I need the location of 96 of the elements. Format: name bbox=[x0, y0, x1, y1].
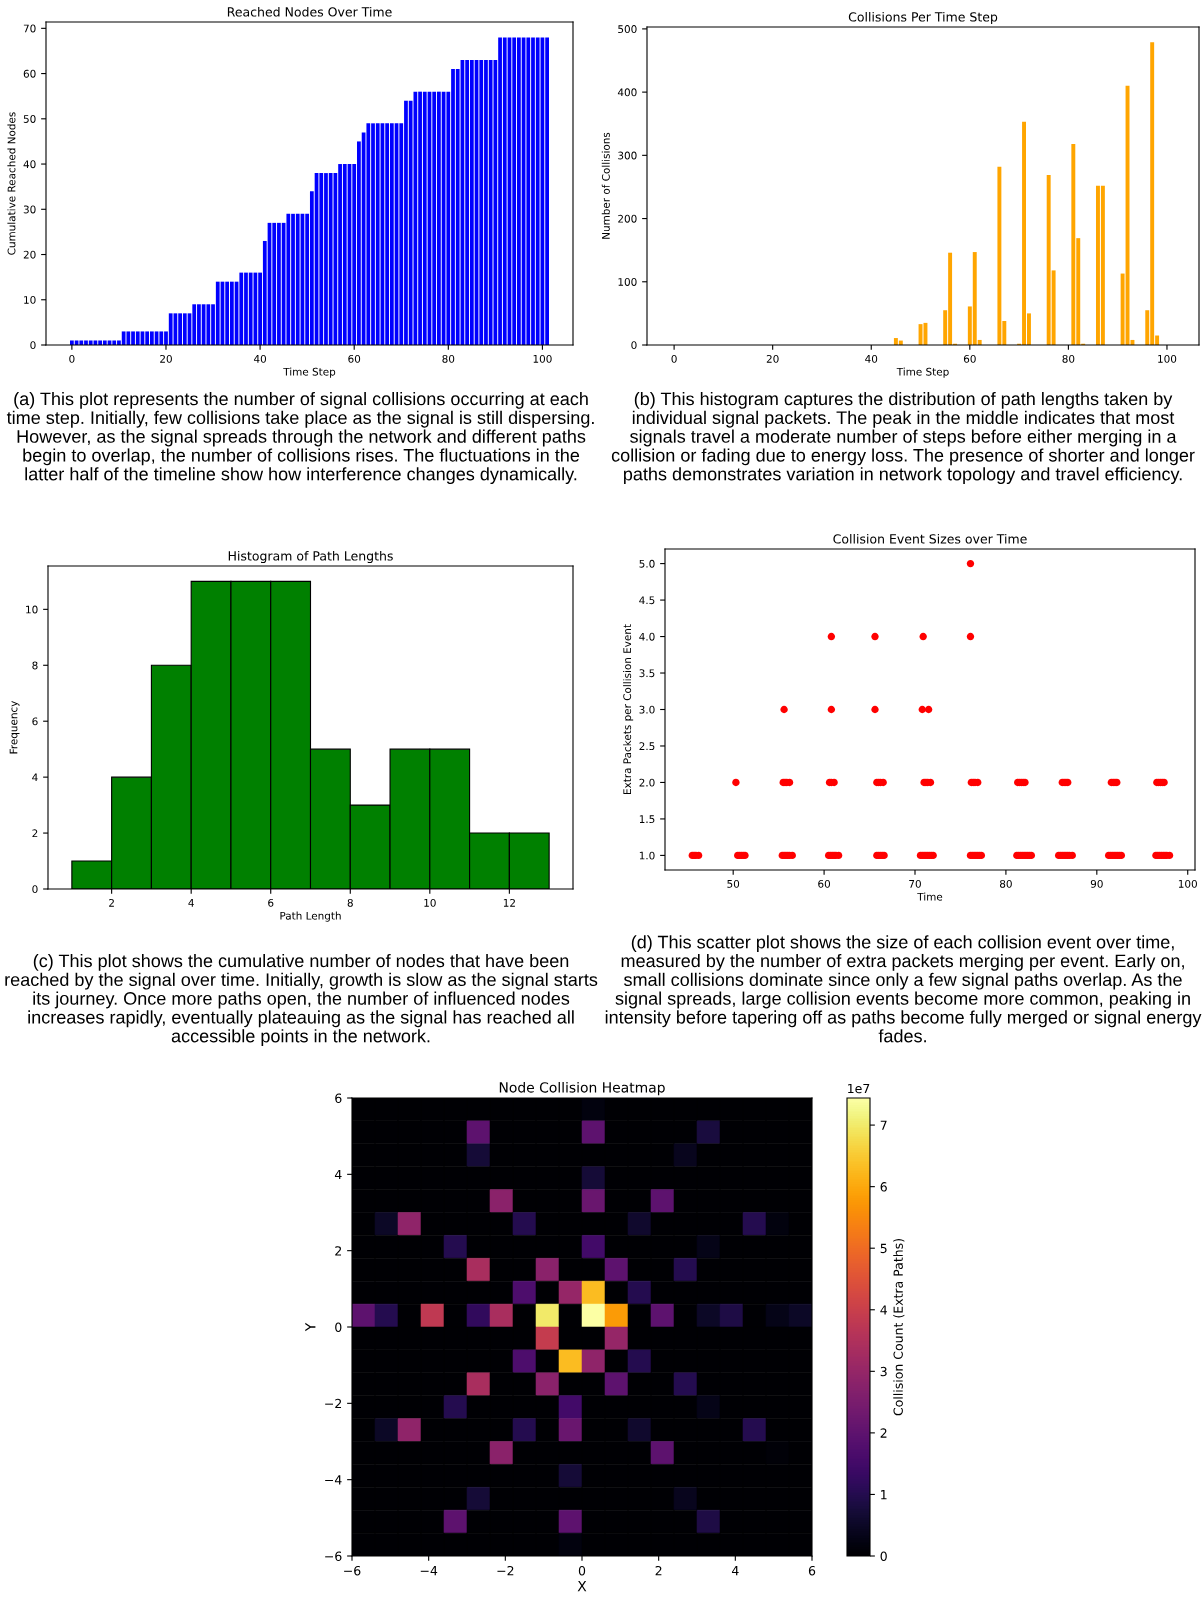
y-tick-label: 6 bbox=[32, 717, 38, 726]
y-tick-label: 60 bbox=[23, 69, 36, 78]
y-tick-label: 40 bbox=[23, 160, 36, 169]
text: (d) This scatter plot shows the size of each collision event over time, measured by the number of extra packets merging per event. Early on, small collisions dominate since only a few signal paths overlap. As the signal spreads, large collision events become more common, peaking in intensity before tapering off as paths become fully merged or signal energy fades. bbox=[605, 935, 1202, 1043]
y-tick-label: 5.0 bbox=[639, 559, 655, 568]
y-tick-label: 0 bbox=[631, 341, 637, 350]
y-tick-label: 1.0 bbox=[639, 851, 655, 860]
x-tick-label: 70 bbox=[909, 879, 921, 888]
x-tick-label: −4 bbox=[420, 1566, 438, 1576]
y-tick-label: −2 bbox=[325, 1398, 342, 1409]
x-tick-label: 100 bbox=[533, 354, 552, 363]
y-tick-label: 1.5 bbox=[639, 815, 655, 824]
y-tick-label: 10 bbox=[26, 605, 38, 614]
y-tick-label: 0 bbox=[32, 885, 38, 894]
y-tick-label: 20 bbox=[23, 250, 36, 259]
x-tick-label: 6 bbox=[808, 1565, 816, 1576]
y-tick-label: 70 bbox=[23, 24, 36, 33]
color-bar-label: 2 bbox=[880, 1428, 887, 1438]
y-tick-label: 2.0 bbox=[639, 778, 655, 787]
y-tick-label: 3.0 bbox=[639, 705, 655, 714]
color-bar-label: 5 bbox=[880, 1243, 887, 1254]
x-tick-label: 6 bbox=[268, 898, 274, 907]
x-tick-label: 10 bbox=[424, 898, 436, 907]
color-bar-label: 7 bbox=[880, 1120, 887, 1130]
x-tick-label: 20 bbox=[766, 354, 779, 363]
x-tick-label: 60 bbox=[348, 354, 361, 363]
x-tick-label: 2 bbox=[109, 898, 114, 907]
color-bar-label: 3 bbox=[880, 1366, 887, 1377]
x-tick-label: 8 bbox=[347, 898, 353, 907]
x-tick-label: 40 bbox=[865, 354, 878, 363]
y-tick-label: −4 bbox=[325, 1475, 342, 1485]
x-tick-label: 80 bbox=[999, 879, 1012, 888]
x-tick-label: 50 bbox=[727, 879, 740, 888]
x-axis-title: Time bbox=[917, 892, 943, 901]
x-tick-label: 4 bbox=[731, 1566, 739, 1576]
x-axis-title: Time Step bbox=[896, 367, 949, 378]
x-tick-label: 2 bbox=[655, 1565, 662, 1576]
x-tick-label: 4 bbox=[188, 899, 194, 907]
y-tick-label: 300 bbox=[618, 151, 637, 160]
color-bar-label: 0 bbox=[880, 1551, 887, 1561]
y-tick-label: 2 bbox=[32, 829, 38, 838]
x-tick-label: 100 bbox=[1178, 879, 1197, 888]
chart-title: Node Collision Heatmap bbox=[499, 1081, 665, 1096]
x-tick-label: 40 bbox=[253, 354, 267, 363]
chart-title: Reached Nodes Over Time bbox=[227, 6, 392, 17]
x-tick-label: 80 bbox=[442, 354, 455, 363]
y-tick-label: 0 bbox=[30, 341, 36, 350]
x-axis-title: Path Length bbox=[280, 911, 341, 922]
y-axis-title: Extra Packets per Collision Event bbox=[623, 624, 634, 794]
color-bar-title: Collision Count (Extra Paths) bbox=[893, 1239, 905, 1416]
y-tick-label: 2.5 bbox=[639, 742, 655, 751]
x-tick-label: 0 bbox=[69, 354, 75, 363]
y-axis-title: Number of Collisions bbox=[601, 132, 610, 239]
y-tick-label: 200 bbox=[618, 214, 637, 223]
text: (c) This plot shows the cumulative number of nodes that have been reached by the signal over time. Initially, growth is slow as the signal starts its journey. Once more paths open, the number of influenced nodes increases rapidly, eventually plateauing as the signal has reached all accessible points in the network. bbox=[5, 953, 598, 1046]
x-axis-title: X bbox=[577, 1581, 587, 1592]
y-tick-label: 10 bbox=[24, 295, 36, 304]
chart-title: Collisions Per Time Step bbox=[848, 11, 998, 25]
color-bar-label: 6 bbox=[880, 1182, 887, 1192]
chart-title: Collision Event Sizes over Time bbox=[833, 533, 1027, 544]
x-tick-label: 60 bbox=[818, 879, 831, 888]
y-tick-label: 4.5 bbox=[639, 596, 655, 605]
x-tick-label: 60 bbox=[963, 354, 976, 363]
y-tick-label: −6 bbox=[325, 1551, 342, 1561]
x-tick-label: 80 bbox=[1062, 354, 1075, 363]
text: (a) This plot represents the number of signal collisions occurring at each time step. Initially, few collisions take place as the signal is still dispersing. However, as the signal spreads through the network and different paths begin to overlap, the number of collisions rises. The fluctuations in the latter half of the timeline show how interference changes dynamically. bbox=[6, 392, 594, 485]
y-tick-label: 400 bbox=[617, 88, 637, 97]
y-tick-label: 8 bbox=[32, 661, 38, 670]
x-tick-label: 12 bbox=[503, 898, 515, 907]
y-axis-title: Y bbox=[305, 1322, 316, 1332]
x-tick-label: 20 bbox=[160, 354, 172, 363]
y-tick-label: 30 bbox=[23, 205, 36, 214]
x-tick-label: 0 bbox=[578, 1565, 586, 1576]
x-tick-label: 0 bbox=[671, 354, 677, 363]
y-tick-label: 4 bbox=[32, 773, 38, 782]
y-tick-label: 2 bbox=[335, 1246, 342, 1256]
x-tick-label: −6 bbox=[344, 1565, 361, 1576]
text: 1e7 bbox=[848, 1084, 870, 1094]
x-tick-label: 90 bbox=[1090, 879, 1103, 888]
x-tick-label: 100 bbox=[1158, 354, 1177, 363]
y-tick-label: 500 bbox=[618, 25, 637, 33]
y-axis-title: Cumulative Reached Nodes bbox=[7, 112, 16, 255]
text: (b) This histogram captures the distribution of path lengths taken by individual signal packets. The peak in the middle indicates that most signals travel a moderate number of steps before either merging in a collision or fading due to energy loss. The presence of shorter and longer paths demonstrates variation in network topology and travel efficiency. bbox=[611, 392, 1195, 485]
chart-title: Histogram of Path Lengths bbox=[228, 550, 393, 564]
y-tick-label: 6 bbox=[335, 1093, 342, 1103]
color-bar-label: 4 bbox=[880, 1305, 887, 1315]
x-axis-title: Time Step bbox=[283, 367, 336, 378]
color-bar-label: 1 bbox=[881, 1490, 887, 1500]
x-tick-label: −2 bbox=[497, 1565, 514, 1576]
y-tick-label: 3.5 bbox=[639, 669, 655, 678]
y-tick-label: 0 bbox=[335, 1322, 342, 1332]
y-tick-label: 100 bbox=[618, 278, 637, 286]
y-tick-label: 4.0 bbox=[639, 632, 655, 641]
y-tick-label: 50 bbox=[23, 115, 36, 123]
y-axis-title: Frequency bbox=[9, 700, 20, 754]
y-tick-label: 4 bbox=[334, 1169, 342, 1180]
